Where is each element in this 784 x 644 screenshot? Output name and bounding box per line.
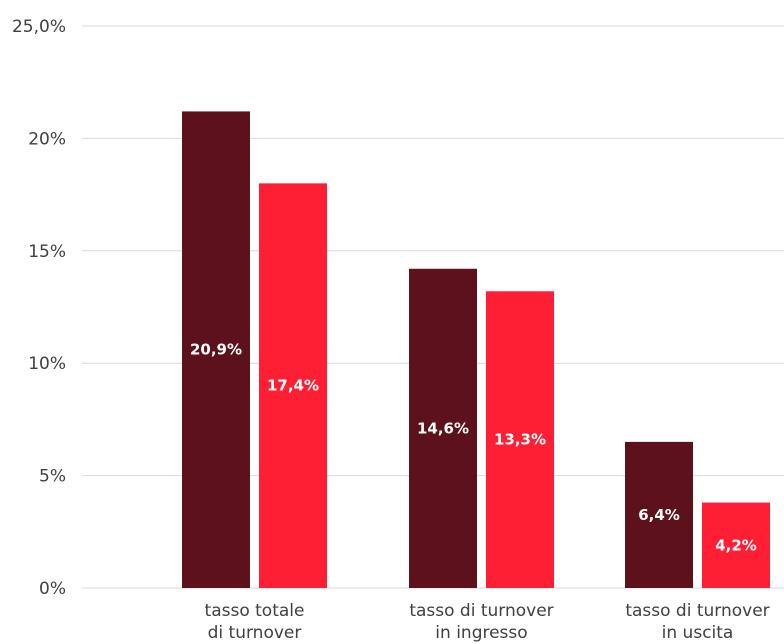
data-label: 6,4% [638,506,680,524]
y-tick-label: 0% [39,579,66,599]
y-tick-label: 25,0% [12,17,66,37]
data-label: 17,4% [267,377,319,395]
category-label: tasso di turnover in ingresso [409,601,553,643]
bar [702,502,770,588]
data-label: 20,9% [190,341,242,359]
category-label: tasso totale di turnover [205,601,305,643]
bar [486,291,554,588]
y-tick-label: 20% [28,129,66,149]
y-tick-label: 10% [28,354,66,374]
bar [409,268,477,588]
data-label: 14,6% [417,419,469,437]
data-label: 13,3% [494,431,546,449]
bar [182,111,250,588]
category-label: tasso di turnover in uscita [625,601,769,643]
bar [259,183,327,589]
y-tick-label: 15% [28,242,66,262]
bar [625,441,693,588]
y-tick-label: 5% [39,467,66,487]
data-label: 4,2% [715,536,757,554]
